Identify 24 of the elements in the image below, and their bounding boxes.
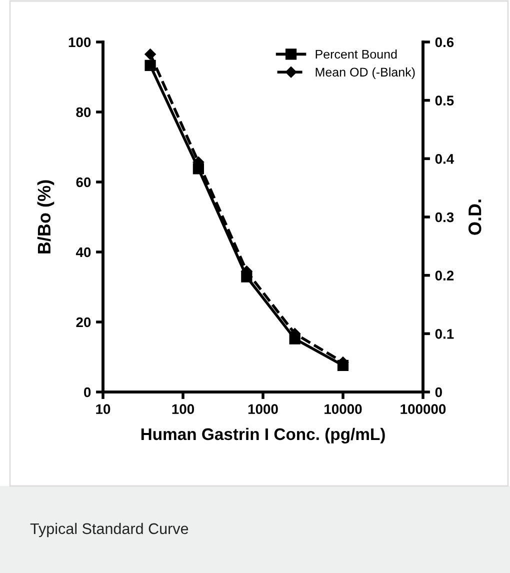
x-tick-label: 1000 (248, 404, 278, 414)
y2-tick-label: 0 (435, 387, 442, 398)
legend-label: Percent Bound (316, 50, 397, 59)
y2-tick-label: 0.5 (435, 96, 454, 106)
y-tick-label: 80 (76, 107, 91, 118)
x-tick-label: 100000 (400, 404, 446, 414)
y-tick-label: 100 (68, 37, 91, 48)
x-tick-label: 100 (172, 404, 194, 414)
y2-axis-title: O.D. (468, 200, 482, 235)
y2-tick-label: 0.1 (435, 329, 454, 339)
y-tick-label: 20 (76, 317, 91, 328)
y-tick-label: 0 (84, 387, 91, 398)
x-tick-label: 10 (96, 404, 110, 414)
text: Typical Standard Curve (30, 522, 188, 538)
y-axis-title: B/Bo (%) (37, 180, 54, 254)
legend-label: Mean OD (-Blank) (316, 67, 415, 80)
y2-tick-label: 0.3 (435, 212, 454, 222)
y-tick-label: 60 (76, 177, 91, 188)
x-tick-label: 10000 (324, 404, 362, 414)
x-axis-title: Human Gastrin I Conc. (pg/mL) (141, 428, 385, 444)
y-tick-label: 40 (76, 247, 91, 258)
y2-tick-label: 0.2 (435, 270, 454, 281)
y2-tick-label: 0.4 (435, 154, 454, 164)
y2-tick-label: 0.6 (435, 37, 454, 48)
